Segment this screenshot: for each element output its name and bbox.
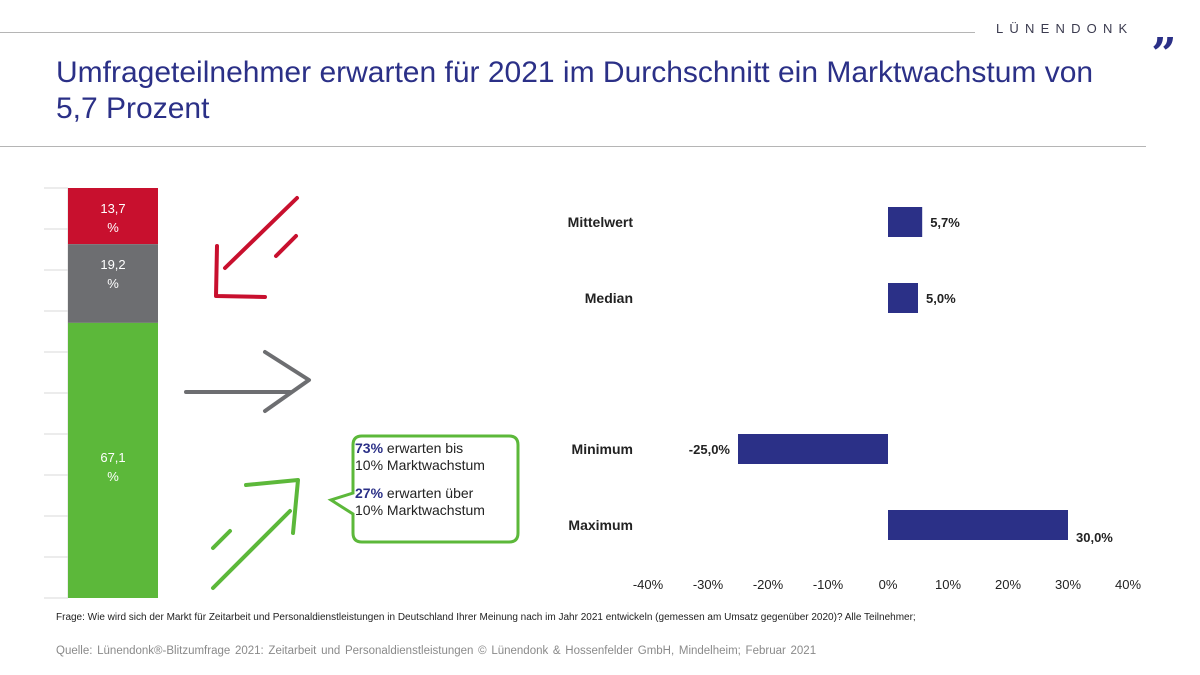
callout-text-up-to: erwarten bis — [383, 440, 464, 456]
page-title: Umfrageteilnehmer erwarten für 2021 im D… — [56, 56, 1094, 125]
stack-segment-1 — [68, 244, 158, 323]
top-rule — [0, 32, 975, 33]
callout-text-above: erwarten über — [383, 485, 474, 501]
stack-segment-label: 13,7 — [100, 201, 125, 216]
x-tick-label: -30% — [693, 577, 724, 592]
stack-segment-2 — [68, 322, 158, 598]
x-tick-label: 40% — [1115, 577, 1141, 592]
x-tick-label: 30% — [1055, 577, 1081, 592]
x-tick-label: -10% — [813, 577, 844, 592]
stacked-bar-chart: 13,7% 19,2% 67,1% — [44, 187, 158, 599]
x-tick-label: 10% — [935, 577, 961, 592]
stack-segment-label: % — [107, 220, 119, 235]
bar — [738, 434, 888, 464]
bar — [888, 510, 1068, 540]
gray-right-arrow-icon — [184, 350, 311, 413]
red-down-left-arrow-icon — [214, 196, 299, 299]
green-up-right-arrow-icon — [211, 478, 300, 590]
x-tick-label: 20% — [995, 577, 1021, 592]
bar — [888, 283, 918, 313]
brand-quote-logo: „ — [1152, 4, 1178, 55]
category-label: Maximum — [568, 517, 633, 533]
stack-segment-label: % — [107, 469, 119, 484]
value-label: -25,0% — [689, 442, 731, 457]
category-label: Mittelwert — [568, 214, 634, 230]
bar — [888, 207, 923, 237]
title-rule — [0, 146, 1146, 147]
callout-text-above-2: 10% Marktwachstum — [355, 502, 485, 518]
callout-text: 73% erwarten bis 10% Marktwachstum 27% er… — [355, 440, 515, 530]
callout-text-up-to-2: 10% Marktwachstum — [355, 457, 485, 473]
value-label: 30,0% — [1076, 530, 1113, 545]
callout-pct-up-to: 73% — [355, 440, 384, 456]
brand-name: LÜNENDONK — [996, 21, 1134, 36]
callout-bubble — [327, 434, 520, 544]
source-note: Quelle: Lünendonk®-Blitzumfrage 2021: Ze… — [56, 645, 817, 657]
callout-pct-above: 27% — [355, 485, 384, 501]
stack-segment-label: 67,1 — [100, 450, 125, 465]
stack-segment-0 — [68, 188, 158, 245]
horizontal-bar-chart: Mittelwert 5,7% Median 5,0% Minimum -25,0% Max… — [568, 207, 1141, 592]
x-tick-label: -40% — [633, 577, 664, 592]
value-label: 5,0% — [926, 291, 956, 306]
stack-segment-label: % — [107, 276, 119, 291]
stack-segment-label: 19,2 — [100, 257, 125, 272]
x-tick-label: 0% — [879, 577, 898, 592]
footnote-question: Frage: Wie wird sich der Markt für Zeita… — [56, 612, 916, 623]
category-label: Median — [585, 290, 633, 306]
x-tick-label: -20% — [753, 577, 784, 592]
category-label: Minimum — [572, 441, 633, 457]
value-label: 5,7% — [930, 215, 960, 230]
